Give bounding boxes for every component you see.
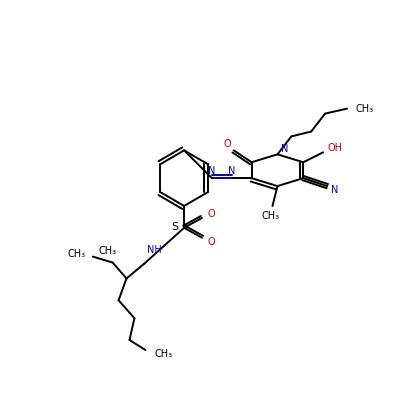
Text: N: N — [331, 185, 339, 195]
Text: N: N — [228, 166, 236, 176]
Text: CH₃: CH₃ — [356, 104, 374, 114]
Text: OH: OH — [328, 143, 342, 153]
Text: O: O — [224, 139, 232, 149]
Text: N: N — [208, 166, 216, 176]
Text: O: O — [207, 237, 215, 247]
Text: CH₃: CH₃ — [262, 211, 280, 221]
Text: O: O — [207, 209, 215, 219]
Text: CH₃: CH₃ — [154, 349, 172, 359]
Text: NH: NH — [147, 245, 162, 255]
Text: CH₃: CH₃ — [68, 249, 86, 259]
Text: S: S — [172, 222, 179, 232]
Text: N: N — [282, 144, 289, 154]
Text: CH₃: CH₃ — [98, 246, 117, 256]
